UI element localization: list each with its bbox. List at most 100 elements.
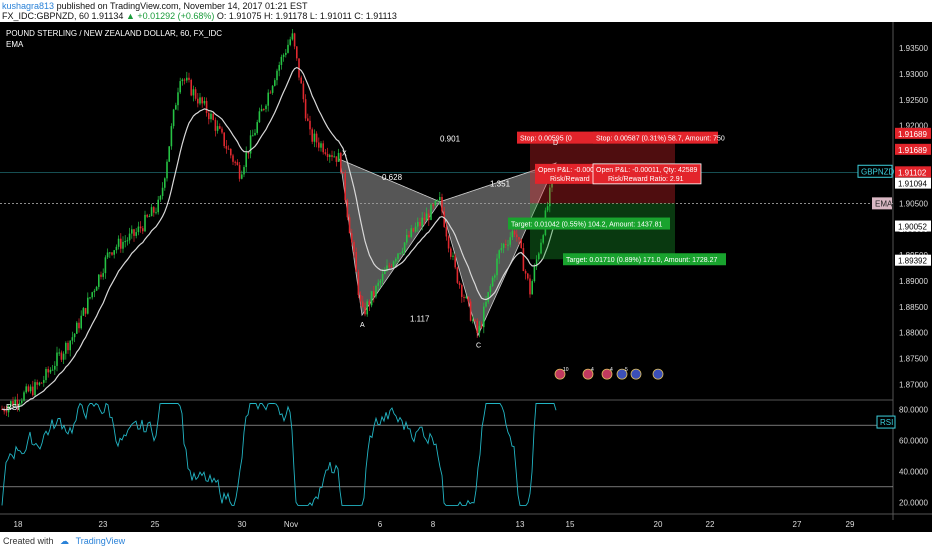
- candle-body: [333, 156, 335, 158]
- candle-body: [529, 278, 531, 295]
- symbol-text: FX_IDC:GBPNZD, 60: [2, 11, 90, 21]
- candle-body: [304, 99, 307, 119]
- tradingview-link[interactable]: TradingView: [75, 536, 126, 546]
- candle-body: [414, 226, 417, 232]
- candle-body: [287, 44, 289, 53]
- candle-body: [265, 105, 267, 110]
- candle-body: [531, 281, 533, 295]
- rsi-tick-label: 80.0000: [899, 406, 928, 415]
- candle-body: [159, 195, 162, 200]
- candle-body: [181, 79, 184, 82]
- candle-body: [291, 33, 294, 40]
- ema-line: [1, 66, 555, 411]
- price-tag-label: 1.89392: [898, 257, 927, 266]
- tradingview-logo-icon[interactable]: ☁: [60, 536, 70, 546]
- event-count: 4: [610, 367, 613, 373]
- candle-body: [542, 235, 544, 243]
- candle-body: [353, 241, 355, 252]
- candle-body: [458, 282, 461, 286]
- price-tag: [895, 254, 931, 266]
- candle-body: [69, 340, 71, 351]
- candle-body: [73, 333, 76, 338]
- candle-body: [153, 207, 155, 213]
- candle-body: [260, 108, 263, 112]
- candle-body: [216, 126, 219, 131]
- chart-canvas[interactable]: POUND STERLING / NEW ZEALAND DOLLAR, 60,…: [0, 22, 932, 532]
- candle-body: [450, 248, 452, 257]
- x-tick-label: Nov: [284, 520, 298, 529]
- event-icon[interactable]: [652, 368, 664, 380]
- point-label-c: C: [476, 342, 481, 349]
- candle-body: [436, 200, 439, 202]
- footer-bar: Created with ☁ TradingView: [0, 532, 932, 550]
- candle-body: [509, 237, 511, 245]
- candle-body: [494, 275, 496, 278]
- ema-tag: [872, 197, 892, 210]
- candle-body: [337, 152, 340, 162]
- rsi-title: RSI: [6, 403, 19, 412]
- candle-body: [78, 322, 80, 329]
- candle-body: [357, 271, 360, 296]
- price-change: ▲ +0.01292 (+0.68%): [125, 11, 215, 21]
- candle-body: [355, 251, 357, 272]
- candle-body: [208, 113, 210, 120]
- candle-body: [302, 83, 305, 100]
- candle-body: [403, 242, 406, 252]
- target-box: [508, 217, 670, 230]
- created-with-text: Created with: [3, 536, 54, 546]
- event-icon[interactable]: [601, 368, 613, 380]
- point-label-a: A: [360, 322, 365, 329]
- candle-body: [399, 253, 401, 255]
- event-icon[interactable]: [554, 368, 566, 380]
- candle-body: [164, 178, 166, 188]
- candle-body: [274, 80, 276, 86]
- x-tick-label: 27: [793, 520, 802, 529]
- candle-body: [238, 165, 241, 179]
- x-tick-label: 13: [516, 520, 525, 529]
- candle-body: [289, 39, 291, 45]
- candle-body: [516, 234, 518, 238]
- candle-body: [522, 248, 525, 272]
- event-icon[interactable]: [630, 368, 642, 380]
- target-box-2: [563, 253, 726, 266]
- candle-body: [269, 92, 272, 94]
- candle-body: [280, 56, 283, 65]
- candle-body: [412, 228, 415, 232]
- candle-body: [421, 217, 423, 226]
- candle-body: [111, 252, 113, 255]
- candle-body: [315, 133, 318, 143]
- y-tick-label: 1.89000: [899, 277, 928, 286]
- rr-text: Risk/Reward: [550, 176, 590, 183]
- candle-body: [483, 306, 485, 328]
- y-tick-label: 1.90500: [899, 199, 928, 208]
- author-link[interactable]: kushagra813: [2, 1, 55, 11]
- candle-body: [480, 326, 483, 328]
- candle-body: [520, 239, 522, 249]
- candle-body: [168, 146, 170, 162]
- candle-body: [445, 226, 448, 237]
- candle-body: [340, 152, 342, 173]
- candle-body: [364, 306, 366, 315]
- candle-body: [300, 77, 302, 84]
- candle-body: [43, 380, 45, 383]
- candle-body: [243, 167, 245, 175]
- y-tick-label: 1.87000: [899, 380, 928, 389]
- candle-body: [524, 271, 527, 274]
- candle-body: [120, 238, 122, 249]
- x-tick-label: 6: [378, 520, 383, 529]
- candle-body: [58, 352, 60, 354]
- candle-body: [227, 148, 230, 150]
- event-icon[interactable]: [616, 368, 628, 380]
- candle-body: [533, 266, 536, 282]
- rr-text-2: Risk/Reward Ratio: 2.91: [608, 176, 684, 183]
- x-tick-label: 8: [431, 520, 436, 529]
- candle-body: [489, 286, 492, 293]
- candle-body: [386, 265, 388, 271]
- candle-body: [29, 386, 32, 392]
- x-tick-label: 18: [14, 520, 23, 529]
- event-icon[interactable]: [582, 368, 594, 380]
- candle-body: [276, 70, 278, 81]
- candle-body: [148, 216, 151, 218]
- candle-body: [109, 252, 111, 254]
- x-tick-label: 30: [238, 520, 247, 529]
